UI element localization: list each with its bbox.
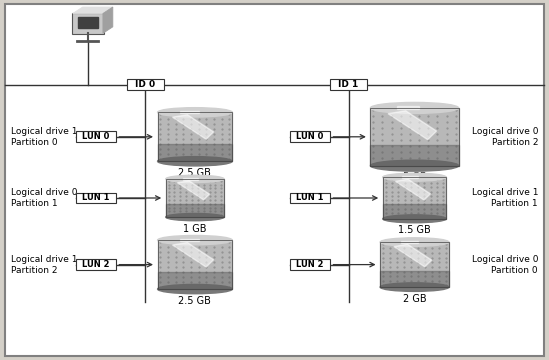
Polygon shape [180, 111, 199, 113]
Text: Logical drive 0
Partition 0: Logical drive 0 Partition 0 [472, 255, 538, 275]
Bar [371, 108, 458, 166]
Bar [158, 240, 232, 289]
FancyBboxPatch shape [76, 131, 116, 142]
Bar [158, 240, 232, 289]
Text: Logical drive 0
Partition 2: Logical drive 0 Partition 2 [472, 127, 538, 147]
Bar [371, 108, 458, 166]
Text: Logical drive 1
Partition 2: Logical drive 1 Partition 2 [11, 255, 77, 275]
Bar [383, 177, 446, 219]
Ellipse shape [166, 175, 224, 183]
FancyBboxPatch shape [330, 79, 367, 90]
Ellipse shape [371, 103, 458, 113]
FancyBboxPatch shape [71, 13, 104, 34]
Polygon shape [72, 7, 113, 13]
Polygon shape [397, 106, 419, 109]
Polygon shape [395, 179, 430, 200]
Polygon shape [371, 145, 458, 166]
FancyBboxPatch shape [5, 4, 544, 356]
Polygon shape [158, 272, 232, 289]
Text: 5 GB: 5 GB [402, 172, 427, 182]
Polygon shape [183, 178, 198, 180]
FancyBboxPatch shape [290, 131, 330, 142]
Polygon shape [177, 181, 210, 200]
Text: ID 0: ID 0 [136, 80, 155, 89]
Bar [158, 112, 232, 161]
Polygon shape [388, 111, 436, 140]
Ellipse shape [158, 235, 232, 245]
Polygon shape [402, 176, 418, 178]
Polygon shape [172, 243, 214, 267]
Ellipse shape [380, 283, 449, 291]
Text: LUN 2: LUN 2 [296, 260, 324, 269]
Bar [78, 17, 98, 28]
Polygon shape [158, 144, 232, 161]
Polygon shape [103, 7, 113, 33]
Polygon shape [380, 271, 449, 287]
Bar [380, 242, 449, 287]
Bar [383, 177, 446, 219]
Text: 2 GB: 2 GB [402, 294, 427, 303]
Polygon shape [172, 115, 214, 139]
Bar [166, 179, 224, 217]
Polygon shape [166, 204, 224, 217]
Text: Logical drive 1
Partition 1: Logical drive 1 Partition 1 [472, 188, 538, 208]
FancyBboxPatch shape [76, 259, 116, 270]
Ellipse shape [166, 213, 224, 221]
Ellipse shape [158, 284, 232, 294]
Text: Logical drive 0
Partition 1: Logical drive 0 Partition 1 [11, 188, 77, 208]
Text: 1.5 GB: 1.5 GB [398, 225, 431, 235]
FancyBboxPatch shape [76, 193, 116, 203]
Polygon shape [394, 244, 432, 267]
Text: ID 1: ID 1 [339, 80, 358, 89]
Text: LUN 0: LUN 0 [82, 132, 110, 141]
FancyBboxPatch shape [127, 79, 164, 90]
Text: 2.5 GB: 2.5 GB [178, 296, 211, 306]
Text: Logical drive 1
Partition 0: Logical drive 1 Partition 0 [11, 127, 77, 147]
Polygon shape [401, 241, 418, 243]
Text: LUN 1: LUN 1 [82, 194, 110, 202]
FancyBboxPatch shape [290, 259, 330, 270]
Ellipse shape [158, 157, 232, 166]
Bar [158, 112, 232, 161]
Ellipse shape [371, 160, 458, 171]
Ellipse shape [380, 238, 449, 246]
Polygon shape [180, 239, 199, 241]
Ellipse shape [383, 215, 446, 223]
FancyBboxPatch shape [290, 193, 330, 203]
Polygon shape [383, 204, 446, 219]
Text: LUN 1: LUN 1 [296, 194, 324, 202]
Text: 2.5 GB: 2.5 GB [178, 168, 211, 178]
Text: LUN 0: LUN 0 [296, 132, 324, 141]
Text: LUN 2: LUN 2 [82, 260, 110, 269]
Bar [166, 179, 224, 217]
Bar [380, 242, 449, 287]
Text: 1 GB: 1 GB [183, 224, 206, 234]
Ellipse shape [383, 173, 446, 181]
Ellipse shape [158, 108, 232, 117]
